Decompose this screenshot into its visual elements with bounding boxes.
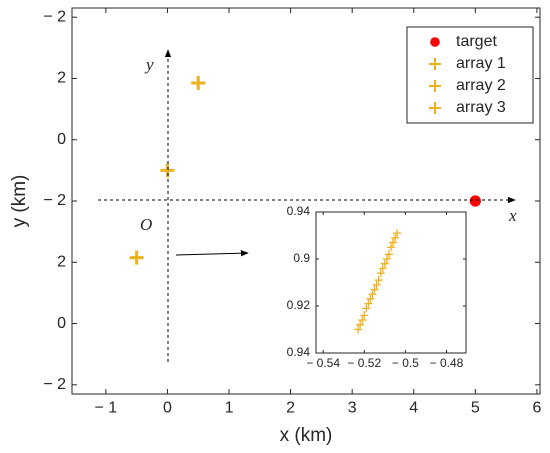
legend bbox=[406, 26, 534, 124]
legend-marker bbox=[429, 80, 441, 92]
marker bbox=[354, 325, 363, 334]
main-plot: − 1 0 1 2 3 4 5 6 − 2 2 0 − 2 2 0 − 2 x (km) y (km) targe… bbox=[9, 7, 541, 446]
plot-area bbox=[315, 211, 467, 354]
marker bbox=[356, 320, 365, 329]
marker bbox=[380, 259, 389, 268]
x-tick-label: − 0.52 bbox=[347, 356, 381, 370]
x-tick-label: − 0.5 bbox=[392, 356, 419, 370]
marker bbox=[393, 229, 402, 238]
y-tick-label: − 2 bbox=[43, 192, 66, 209]
marker bbox=[384, 250, 393, 259]
y-axis-label: y (km) bbox=[9, 175, 30, 228]
x-tick-label: 6 bbox=[532, 400, 541, 417]
legend-marker bbox=[429, 58, 441, 70]
marker bbox=[382, 255, 391, 263]
legend-label: array 1 bbox=[456, 55, 506, 72]
zoom-arrow bbox=[175, 250, 249, 257]
x-tick-label: 2 bbox=[286, 400, 295, 417]
marker bbox=[391, 233, 400, 242]
y-tick-label: 0.94 bbox=[287, 204, 311, 218]
x-tick-label: 4 bbox=[409, 400, 418, 417]
y-tick-label: 0.9 bbox=[293, 251, 310, 265]
legend-marker bbox=[429, 102, 441, 114]
x-tick-label: − 1 bbox=[95, 400, 118, 417]
inset-plot: − 0.54 − 0.52 − 0.5 − 0.48 0.94 0.9 0.92 0.94 bbox=[287, 204, 467, 370]
marker bbox=[370, 285, 379, 294]
marker bbox=[129, 250, 144, 265]
annotation: O bbox=[140, 215, 152, 234]
legend-marker bbox=[430, 37, 440, 47]
marker bbox=[358, 316, 367, 325]
y-tick-label: 0.92 bbox=[287, 298, 311, 312]
legend-label: array 2 bbox=[456, 77, 506, 94]
marker bbox=[366, 294, 375, 303]
marker bbox=[387, 243, 395, 252]
y-tick-label: − 2 bbox=[43, 376, 66, 393]
y-tick-label: − 2 bbox=[43, 8, 66, 25]
x-tick-label: 3 bbox=[348, 400, 357, 417]
marker bbox=[469, 195, 481, 207]
y-tick-label: 2 bbox=[57, 253, 66, 270]
marker bbox=[362, 304, 371, 313]
marker bbox=[374, 276, 383, 285]
marker bbox=[368, 290, 377, 299]
x-axis-label: x (km) bbox=[280, 425, 333, 446]
x-tick-label: − 0.48 bbox=[430, 356, 464, 370]
marker bbox=[389, 238, 398, 247]
y-tick-label: 0 bbox=[57, 315, 66, 332]
x-tick-label: 0 bbox=[163, 400, 172, 417]
annotation: x bbox=[508, 206, 517, 225]
annotation: y bbox=[144, 55, 154, 74]
marker bbox=[372, 280, 381, 289]
marker bbox=[378, 264, 387, 273]
marker bbox=[376, 269, 385, 278]
legend-label: target bbox=[456, 33, 497, 50]
marker bbox=[364, 299, 373, 308]
x-tick-label: 1 bbox=[225, 400, 234, 417]
x-tick-label: 5 bbox=[471, 400, 480, 417]
legend-label: array 3 bbox=[456, 99, 506, 116]
y-tick-label: 2 bbox=[57, 70, 66, 87]
marker bbox=[191, 76, 206, 91]
x-tick-label: − 0.54 bbox=[306, 356, 340, 370]
marker bbox=[360, 311, 369, 320]
y-tick-label: 0.94 bbox=[287, 345, 311, 359]
marker bbox=[160, 163, 175, 178]
y-tick-label: 0 bbox=[57, 131, 66, 148]
